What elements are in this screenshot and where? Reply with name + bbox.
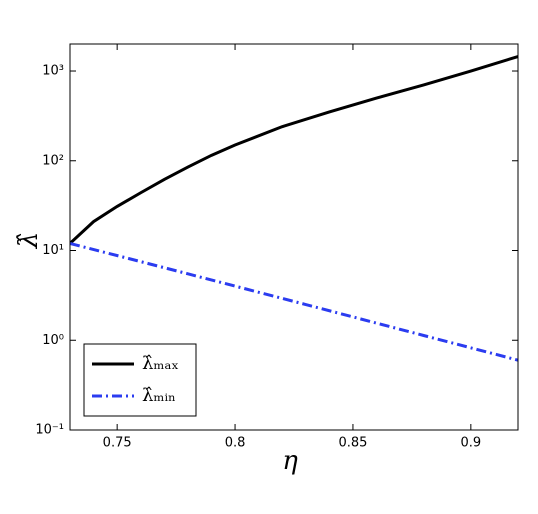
y-tick-label: 10⁰ — [42, 333, 64, 348]
plot-frame — [69, 43, 519, 431]
y-tick-label: 10¹ — [42, 243, 64, 258]
line — [70, 55, 518, 245]
legend-box — [83, 343, 197, 417]
legend-label: λ̂ₘᵢₙ — [142, 385, 176, 406]
x-tick-label: 0.8 — [225, 436, 246, 451]
legend-label: λ̂ₘₐₓ — [142, 353, 179, 374]
y-tick-label: 10² — [42, 153, 64, 168]
line — [70, 241, 518, 362]
x-tick-label: 0.75 — [103, 436, 132, 451]
y-axis-label: λ̂ — [14, 232, 44, 249]
y-tick-label: 10³ — [42, 64, 64, 79]
x-axis-label: η — [282, 446, 298, 476]
x-tick-label: 0.9 — [460, 436, 481, 451]
x-tick-label: 0.85 — [338, 436, 367, 451]
y-tick-label: 10⁻¹ — [35, 423, 64, 438]
